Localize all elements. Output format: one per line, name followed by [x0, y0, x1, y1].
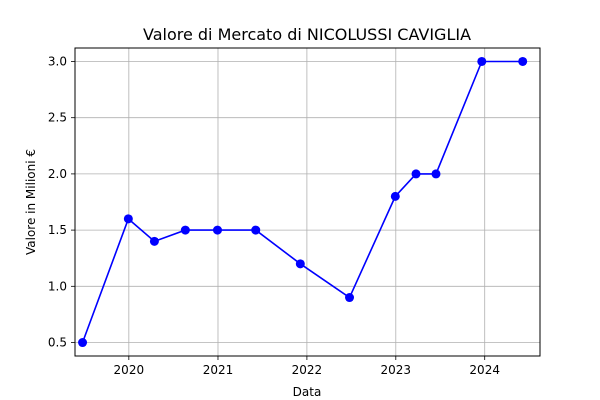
y-axis-ticks: 0.5 1.0 1.5 2.0 2.5 3.0: [48, 54, 75, 350]
data-point: [295, 259, 305, 269]
y-tick-label: 0.5: [48, 336, 67, 350]
y-tick-label: 2.0: [48, 167, 67, 181]
chart-title: Valore di Mercato di NICOLUSSI CAVIGLIA: [143, 25, 471, 44]
x-axis-ticks: 2020 2021 2022 2023 2024: [114, 356, 500, 377]
data-point: [78, 338, 88, 348]
plot-area: [78, 56, 528, 348]
data-point: [180, 225, 190, 235]
data-point: [345, 293, 355, 303]
data-point: [431, 169, 441, 179]
x-tick-label: 2022: [292, 363, 323, 377]
x-tick-label: 2021: [203, 363, 234, 377]
y-tick-label: 3.0: [48, 54, 67, 68]
data-point: [411, 169, 421, 179]
y-tick-label: 1.5: [48, 223, 67, 237]
y-tick-label: 2.5: [48, 111, 67, 125]
axes-frame: [74, 47, 541, 357]
data-point: [477, 56, 487, 66]
x-tick-label: 2020: [114, 363, 145, 377]
y-tick-label: 1.0: [48, 279, 67, 293]
data-point: [212, 225, 222, 235]
data-point: [149, 236, 159, 246]
grid-lines: [75, 48, 540, 356]
x-axis-label: Data: [293, 385, 322, 399]
data-point: [518, 56, 528, 66]
series-line: [81, 60, 523, 343]
y-axis-label: Valore in Milioni €: [24, 149, 38, 255]
x-tick-label: 2024: [469, 363, 500, 377]
x-tick-label: 2023: [381, 363, 412, 377]
data-point: [123, 214, 133, 224]
data-point: [251, 225, 261, 235]
data-point: [390, 191, 400, 201]
